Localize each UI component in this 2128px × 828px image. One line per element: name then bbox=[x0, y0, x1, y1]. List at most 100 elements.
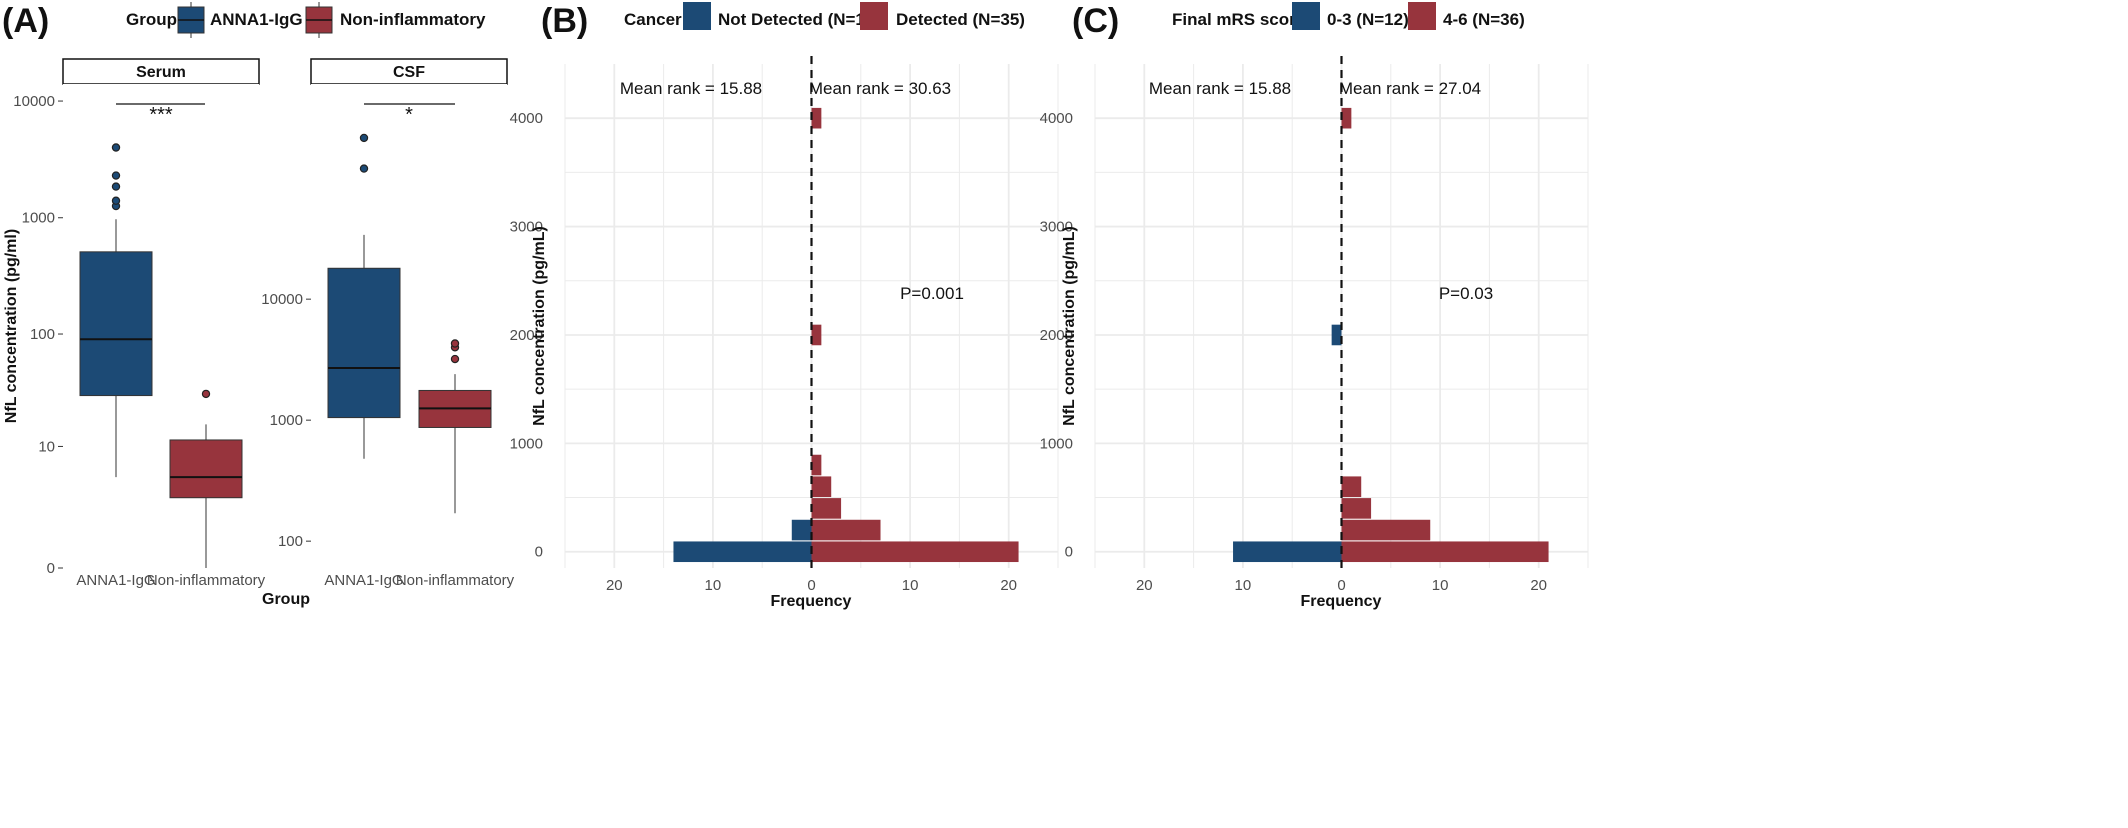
panel-b-bar-right bbox=[811, 519, 881, 541]
panel-c-xlabel: Frequency bbox=[1301, 593, 1382, 610]
panel-c: (C) Final mRS score 0-3 (N=12) 4-6 (N=36… bbox=[1040, 2, 1589, 610]
csf-ytick-label: 1000 bbox=[270, 412, 303, 429]
serum-box-anna1-outlier bbox=[111, 182, 121, 191]
panel-c-legend-swatch-4-6 bbox=[1408, 2, 1436, 30]
panel-b-ytick-label: 2000 bbox=[510, 327, 543, 344]
facet-csf-significance: * bbox=[405, 104, 413, 126]
panel-b-bar-right bbox=[811, 541, 1019, 563]
panel-a-legend-title: Group bbox=[126, 10, 177, 29]
panel-b-plot: 20 10 0 10 20 0 1000 2000 3000 4000 bbox=[510, 56, 1059, 594]
panel-c-legend-label-4-6: 4-6 (N=36) bbox=[1443, 10, 1525, 29]
serum-box-anna1-outlier bbox=[111, 171, 121, 180]
panel-c-right-mean-rank: Mean rank = 27.04 bbox=[1339, 79, 1481, 98]
panel-c-left-mean-rank: Mean rank = 15.88 bbox=[1149, 79, 1291, 98]
panel-b-legend: Cancer Not Detected (N=16) Detected (N=3… bbox=[624, 2, 1025, 30]
panel-c-p-value: P=0.03 bbox=[1439, 284, 1493, 303]
panel-b-bar-right bbox=[811, 476, 832, 498]
panel-b-bar-left bbox=[673, 541, 812, 563]
panel-b-bar-right bbox=[811, 107, 822, 129]
panel-b: (B) Cancer Not Detected (N=16) Detected … bbox=[510, 2, 1059, 610]
panel-a-letter: (A) bbox=[2, 2, 49, 40]
panel-b-xtick-label: 10 bbox=[705, 577, 722, 594]
panel-b-legend-title: Cancer bbox=[624, 10, 682, 29]
panel-c-ytick-label: 1000 bbox=[1040, 435, 1073, 452]
facet-serum-strip bbox=[62, 58, 260, 85]
panel-c-bar-right bbox=[1341, 541, 1549, 563]
panel-c-legend: Final mRS score 0-3 (N=12) 4-6 (N=36) bbox=[1172, 2, 1525, 30]
csf-box-anna1-body bbox=[327, 267, 401, 419]
panel-c-xtick-label: 0 bbox=[1337, 577, 1345, 594]
panel-a-legend-key-anna1 bbox=[177, 2, 205, 38]
serum-box-anna1-outlier bbox=[111, 196, 121, 205]
panel-a-ylabel: NfL concentration (pg/ml) bbox=[3, 229, 20, 423]
panel-c-bar-left bbox=[1233, 541, 1342, 563]
panel-b-ylabel: NfL concentration (pg/mL) bbox=[531, 226, 548, 426]
panel-a-xlabel: Group bbox=[262, 591, 310, 608]
panel-c-bar-right bbox=[1341, 519, 1431, 541]
serum-ytick-label: 1000 bbox=[22, 210, 55, 227]
panel-c-ytick-label: 2000 bbox=[1040, 327, 1073, 344]
panel-b-xtick-label: 20 bbox=[1000, 577, 1017, 594]
panel-b-legend-label-not-detected: Not Detected (N=16) bbox=[718, 10, 880, 29]
csf-ytick-label: 100 bbox=[278, 533, 303, 550]
panel-a-legend-label-anna1: ANNA1-IgG bbox=[210, 10, 303, 29]
facet-serum: Serum 0 10 100 1000 10000 *** ANNA1-IgG Non-… bbox=[13, 58, 266, 589]
facet-serum-significance: *** bbox=[149, 104, 173, 126]
serum-box-noninflammatory-body bbox=[169, 439, 243, 499]
panel-c-bar-left bbox=[1331, 324, 1342, 346]
panel-b-legend-label-detected: Detected (N=35) bbox=[896, 10, 1025, 29]
panel-b-bar-right bbox=[811, 498, 842, 519]
panel-b-xtick-label: 0 bbox=[807, 577, 815, 594]
panel-b-ytick-label: 0 bbox=[535, 544, 543, 561]
panel-b-legend-swatch-detected bbox=[860, 2, 888, 30]
panel-c-bar-right bbox=[1341, 476, 1362, 498]
serum-ytick-label: 100 bbox=[30, 326, 55, 343]
panel-a-legend-label-noninflammatory: Non-inflammatory bbox=[340, 10, 486, 29]
panel-b-legend-swatch-not-detected bbox=[683, 2, 711, 30]
panel-a-legend-key-noninflammatory bbox=[305, 2, 333, 38]
csf-ytick-label: 10000 bbox=[261, 291, 303, 308]
serum-box-anna1-body bbox=[79, 251, 153, 397]
panel-c-ytick-label: 3000 bbox=[1040, 219, 1073, 236]
panel-b-p-value: P=0.001 bbox=[900, 284, 964, 303]
facet-serum-strip-label: Serum bbox=[136, 64, 186, 81]
panel-b-bar-left bbox=[791, 519, 812, 541]
panel-c-xtick-label: 10 bbox=[1235, 577, 1252, 594]
panel-c-legend-label-0-3: 0-3 (N=12) bbox=[1327, 10, 1409, 29]
panel-a: (A) Group ANNA1-IgG Non-inflammatory Ser… bbox=[2, 2, 515, 608]
panel-c-ylabel: NfL concentration (pg/mL) bbox=[1061, 226, 1078, 426]
panel-c-plot: 20 10 0 10 20 0 1000 2000 3000 4000 bbox=[1040, 56, 1589, 594]
panel-c-ytick-label: 4000 bbox=[1040, 110, 1073, 127]
facet-csf-xtick-noninflammatory: Non-inflammatory bbox=[396, 572, 515, 589]
facet-csf: CSF 100 1000 10000 * ANNA1-IgG Non-inflamm… bbox=[261, 58, 515, 589]
panel-c-legend-title: Final mRS score bbox=[1172, 10, 1305, 29]
facet-serum-xtick-anna1: ANNA1-IgG bbox=[76, 572, 155, 589]
serum-ytick-label: 10000 bbox=[13, 93, 55, 110]
panel-b-letter: (B) bbox=[541, 2, 588, 40]
facet-csf-xtick-anna1: ANNA1-IgG bbox=[324, 572, 403, 589]
csf-box-noninflammatory-outlier bbox=[450, 354, 460, 364]
panel-c-legend-swatch-0-3 bbox=[1292, 2, 1320, 30]
panel-b-ytick-label: 1000 bbox=[510, 435, 543, 452]
panel-c-xtick-label: 20 bbox=[1136, 577, 1153, 594]
panel-b-bar-right bbox=[811, 324, 822, 346]
panel-b-ytick-label: 3000 bbox=[510, 219, 543, 236]
serum-ytick-label: 0 bbox=[47, 560, 55, 577]
facet-csf-y-axis: 100 1000 10000 bbox=[261, 291, 311, 550]
panel-b-bar-right bbox=[811, 454, 822, 476]
panel-c-bar-right bbox=[1341, 498, 1372, 519]
csf-box-anna1-outlier bbox=[359, 133, 369, 143]
panel-b-ytick-label: 4000 bbox=[510, 110, 543, 127]
facet-serum-xtick-noninflammatory: Non-inflammatory bbox=[147, 572, 266, 589]
serum-ytick-label: 10 bbox=[38, 438, 55, 455]
panel-b-right-mean-rank: Mean rank = 30.63 bbox=[809, 79, 951, 98]
facet-serum-y-axis: 0 10 100 1000 10000 bbox=[13, 93, 63, 577]
panel-c-xtick-label: 20 bbox=[1530, 577, 1547, 594]
serum-box-noninflammatory-outlier bbox=[201, 389, 211, 399]
panel-c-bar-right bbox=[1341, 107, 1352, 129]
panel-c-letter: (C) bbox=[1072, 2, 1119, 40]
serum-box-anna1-outlier bbox=[111, 143, 121, 152]
facet-csf-boxes bbox=[327, 133, 492, 514]
csf-box-noninflammatory-outlier bbox=[450, 339, 460, 348]
